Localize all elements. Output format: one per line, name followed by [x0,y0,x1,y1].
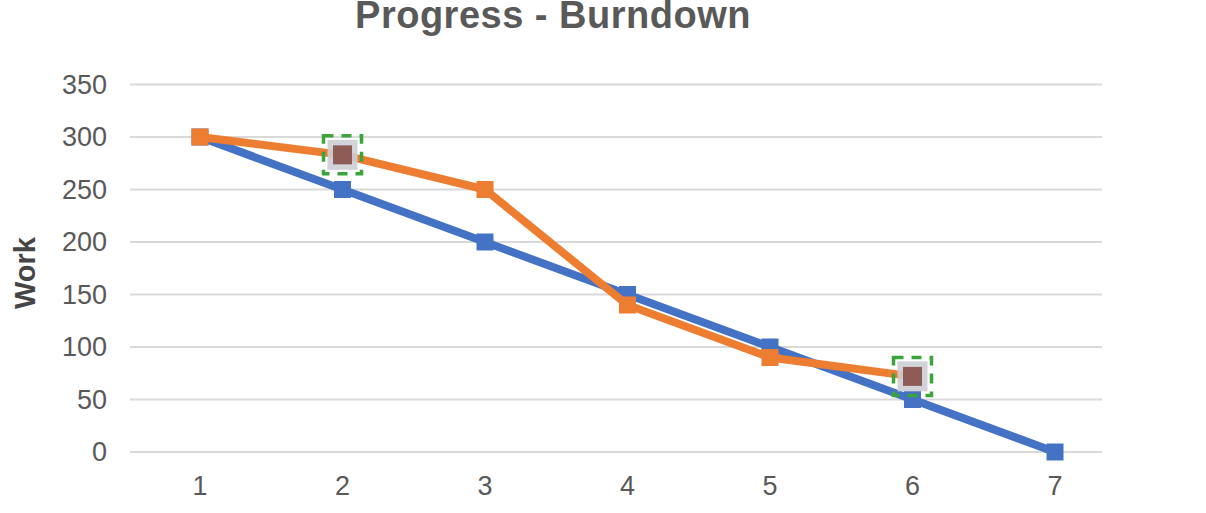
selected-point-marker[interactable] [903,367,922,386]
x-tick-label: 1 [192,471,207,501]
data-point-ideal-burndown[interactable] [477,234,494,251]
x-tick-label: 4 [620,471,635,501]
y-tick-label: 150 [62,280,107,310]
selected-point-marker[interactable] [333,145,352,164]
x-tick-label: 5 [762,471,777,501]
data-point-actual-burndown[interactable] [762,349,779,366]
y-tick-label: 300 [62,122,107,152]
x-tick-label: 3 [477,471,492,501]
data-point-ideal-burndown[interactable] [334,181,351,198]
burndown-chart: Progress - Burndown Work 050100150200250… [0,0,1206,513]
y-tick-label: 200 [62,227,107,257]
data-point-actual-burndown[interactable] [477,181,494,198]
data-point-ideal-burndown[interactable] [1047,444,1064,461]
x-tick-label: 2 [335,471,350,501]
y-tick-label: 350 [62,70,107,100]
plot-area: 0 50 100 150 200 250 300 350 1 2 3 4 5 6 7 [0,0,1206,513]
y-tick-label: 0 [92,437,107,467]
y-tick-label: 100 [62,332,107,362]
y-tick-label: 50 [77,385,107,415]
y-tick-label: 250 [62,175,107,205]
data-point-actual-burndown[interactable] [192,129,209,146]
data-point-actual-burndown[interactable] [619,297,636,314]
data-point-ideal-burndown[interactable] [904,391,921,408]
x-tick-label: 6 [905,471,920,501]
x-tick-label: 7 [1047,471,1062,501]
